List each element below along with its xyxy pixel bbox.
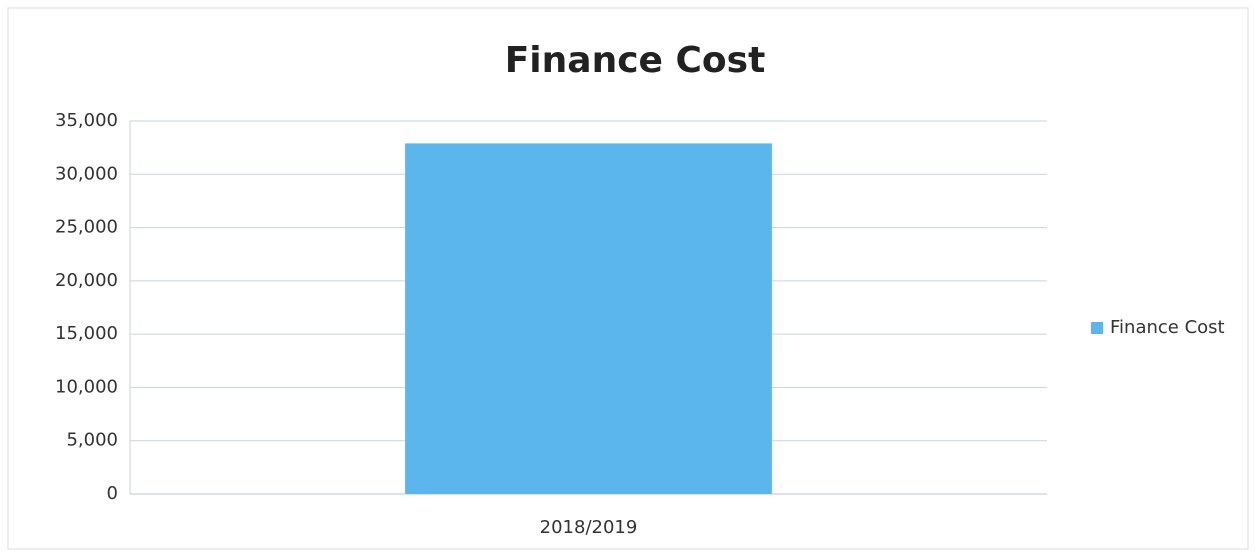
- legend-label: Finance Cost: [1110, 317, 1225, 338]
- chart-title: Finance Cost: [505, 40, 766, 81]
- y-tick-label: 30,000: [55, 163, 118, 184]
- legend-swatch: [1091, 322, 1103, 334]
- x-tick-label: 2018/2019: [540, 517, 638, 538]
- y-tick-label: 15,000: [55, 323, 118, 344]
- y-tick-label: 0: [107, 483, 118, 504]
- bar: [405, 143, 772, 494]
- y-tick-label: 35,000: [55, 110, 118, 131]
- y-tick-label: 10,000: [55, 376, 118, 397]
- y-tick-label: 25,000: [55, 217, 118, 238]
- y-tick-label: 20,000: [55, 270, 118, 291]
- y-tick-label: 5,000: [66, 430, 118, 451]
- chart-frame: [7, 7, 1249, 550]
